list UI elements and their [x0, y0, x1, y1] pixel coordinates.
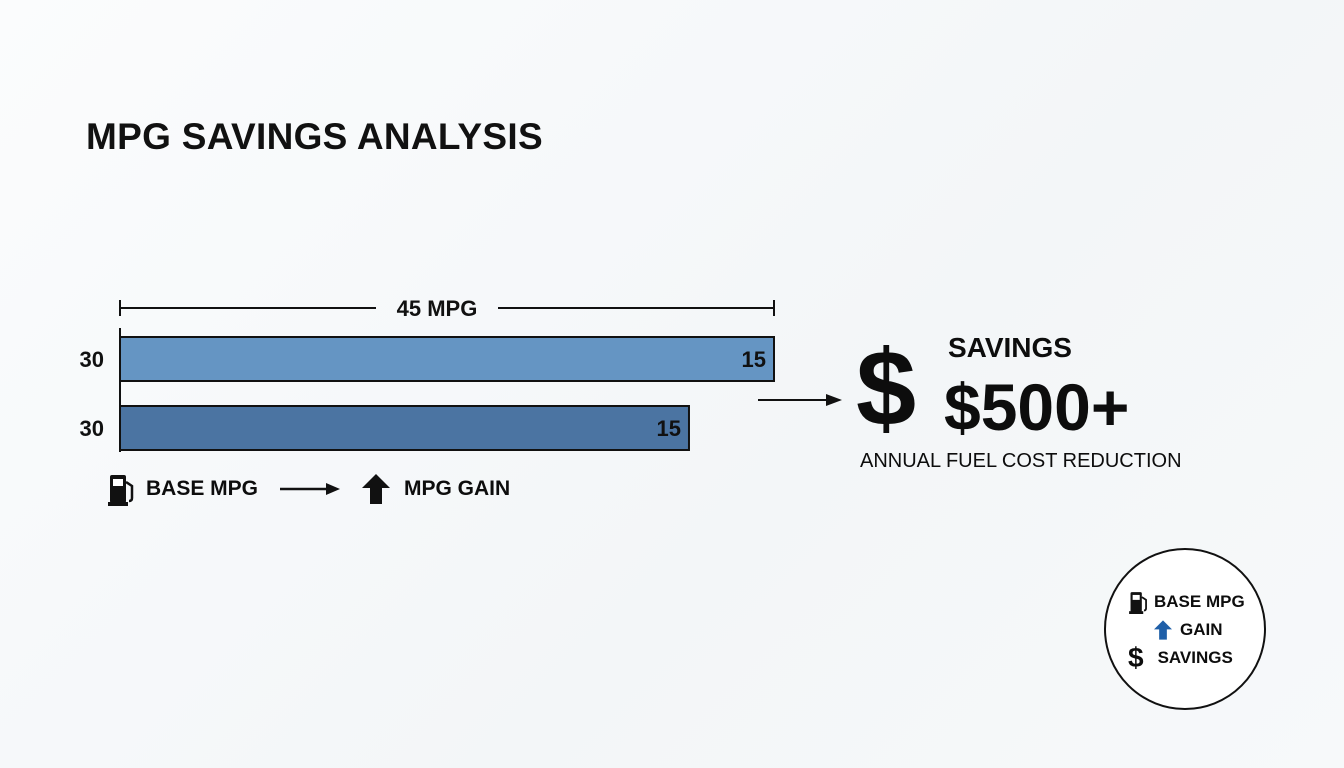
savings-description: ANNUAL FUEL COST REDUCTION — [860, 450, 1182, 472]
bar — [119, 405, 690, 451]
savings-value: $500+ — [944, 370, 1130, 444]
key-gain-label: GAIN — [1180, 620, 1223, 639]
dollar-icon: $ — [1128, 642, 1144, 673]
bar-gain-label: 15 — [656, 416, 680, 441]
key-row-savings: $ SAVINGS — [1128, 644, 1233, 672]
arrow-right-icon — [758, 394, 842, 406]
bar-gain-label: 15 — [742, 347, 766, 372]
legend-row: BASE MPG MPG GAIN — [108, 471, 510, 507]
total-label: 45 MPG — [397, 296, 478, 321]
arrow-up-icon — [362, 474, 391, 504]
dollar-icon: $ — [856, 327, 917, 448]
key-savings-label: SAVINGS — [1157, 648, 1233, 667]
legend-key-circle: BASE MPG GAIN $ SAVINGS — [1104, 548, 1266, 710]
fuel-pump-icon — [108, 475, 134, 506]
bars-group: 30 15 30 15 — [80, 328, 775, 452]
bar — [119, 336, 775, 382]
fuel-pump-icon — [1129, 592, 1147, 614]
bar-base-label: 30 — [80, 347, 104, 372]
key-row-base: BASE MPG — [1128, 590, 1245, 614]
bar-base-label: 30 — [80, 416, 104, 441]
savings-label: SAVINGS — [948, 332, 1072, 363]
chart-title: MPG SAVINGS ANALYSIS — [86, 116, 543, 157]
total-bracket: 45 MPG — [119, 296, 775, 321]
legend-gain-label: MPG GAIN — [404, 477, 511, 500]
legend-base-label: BASE MPG — [146, 477, 259, 500]
arrow-up-icon — [1154, 620, 1172, 640]
key-base-label: BASE MPG — [1154, 592, 1245, 611]
savings-block: $ SAVINGS $500+ ANNUAL FUEL COST REDUCTI… — [856, 330, 1216, 480]
key-row-gain: GAIN — [1154, 620, 1223, 640]
arrow-right-icon — [280, 483, 341, 495]
